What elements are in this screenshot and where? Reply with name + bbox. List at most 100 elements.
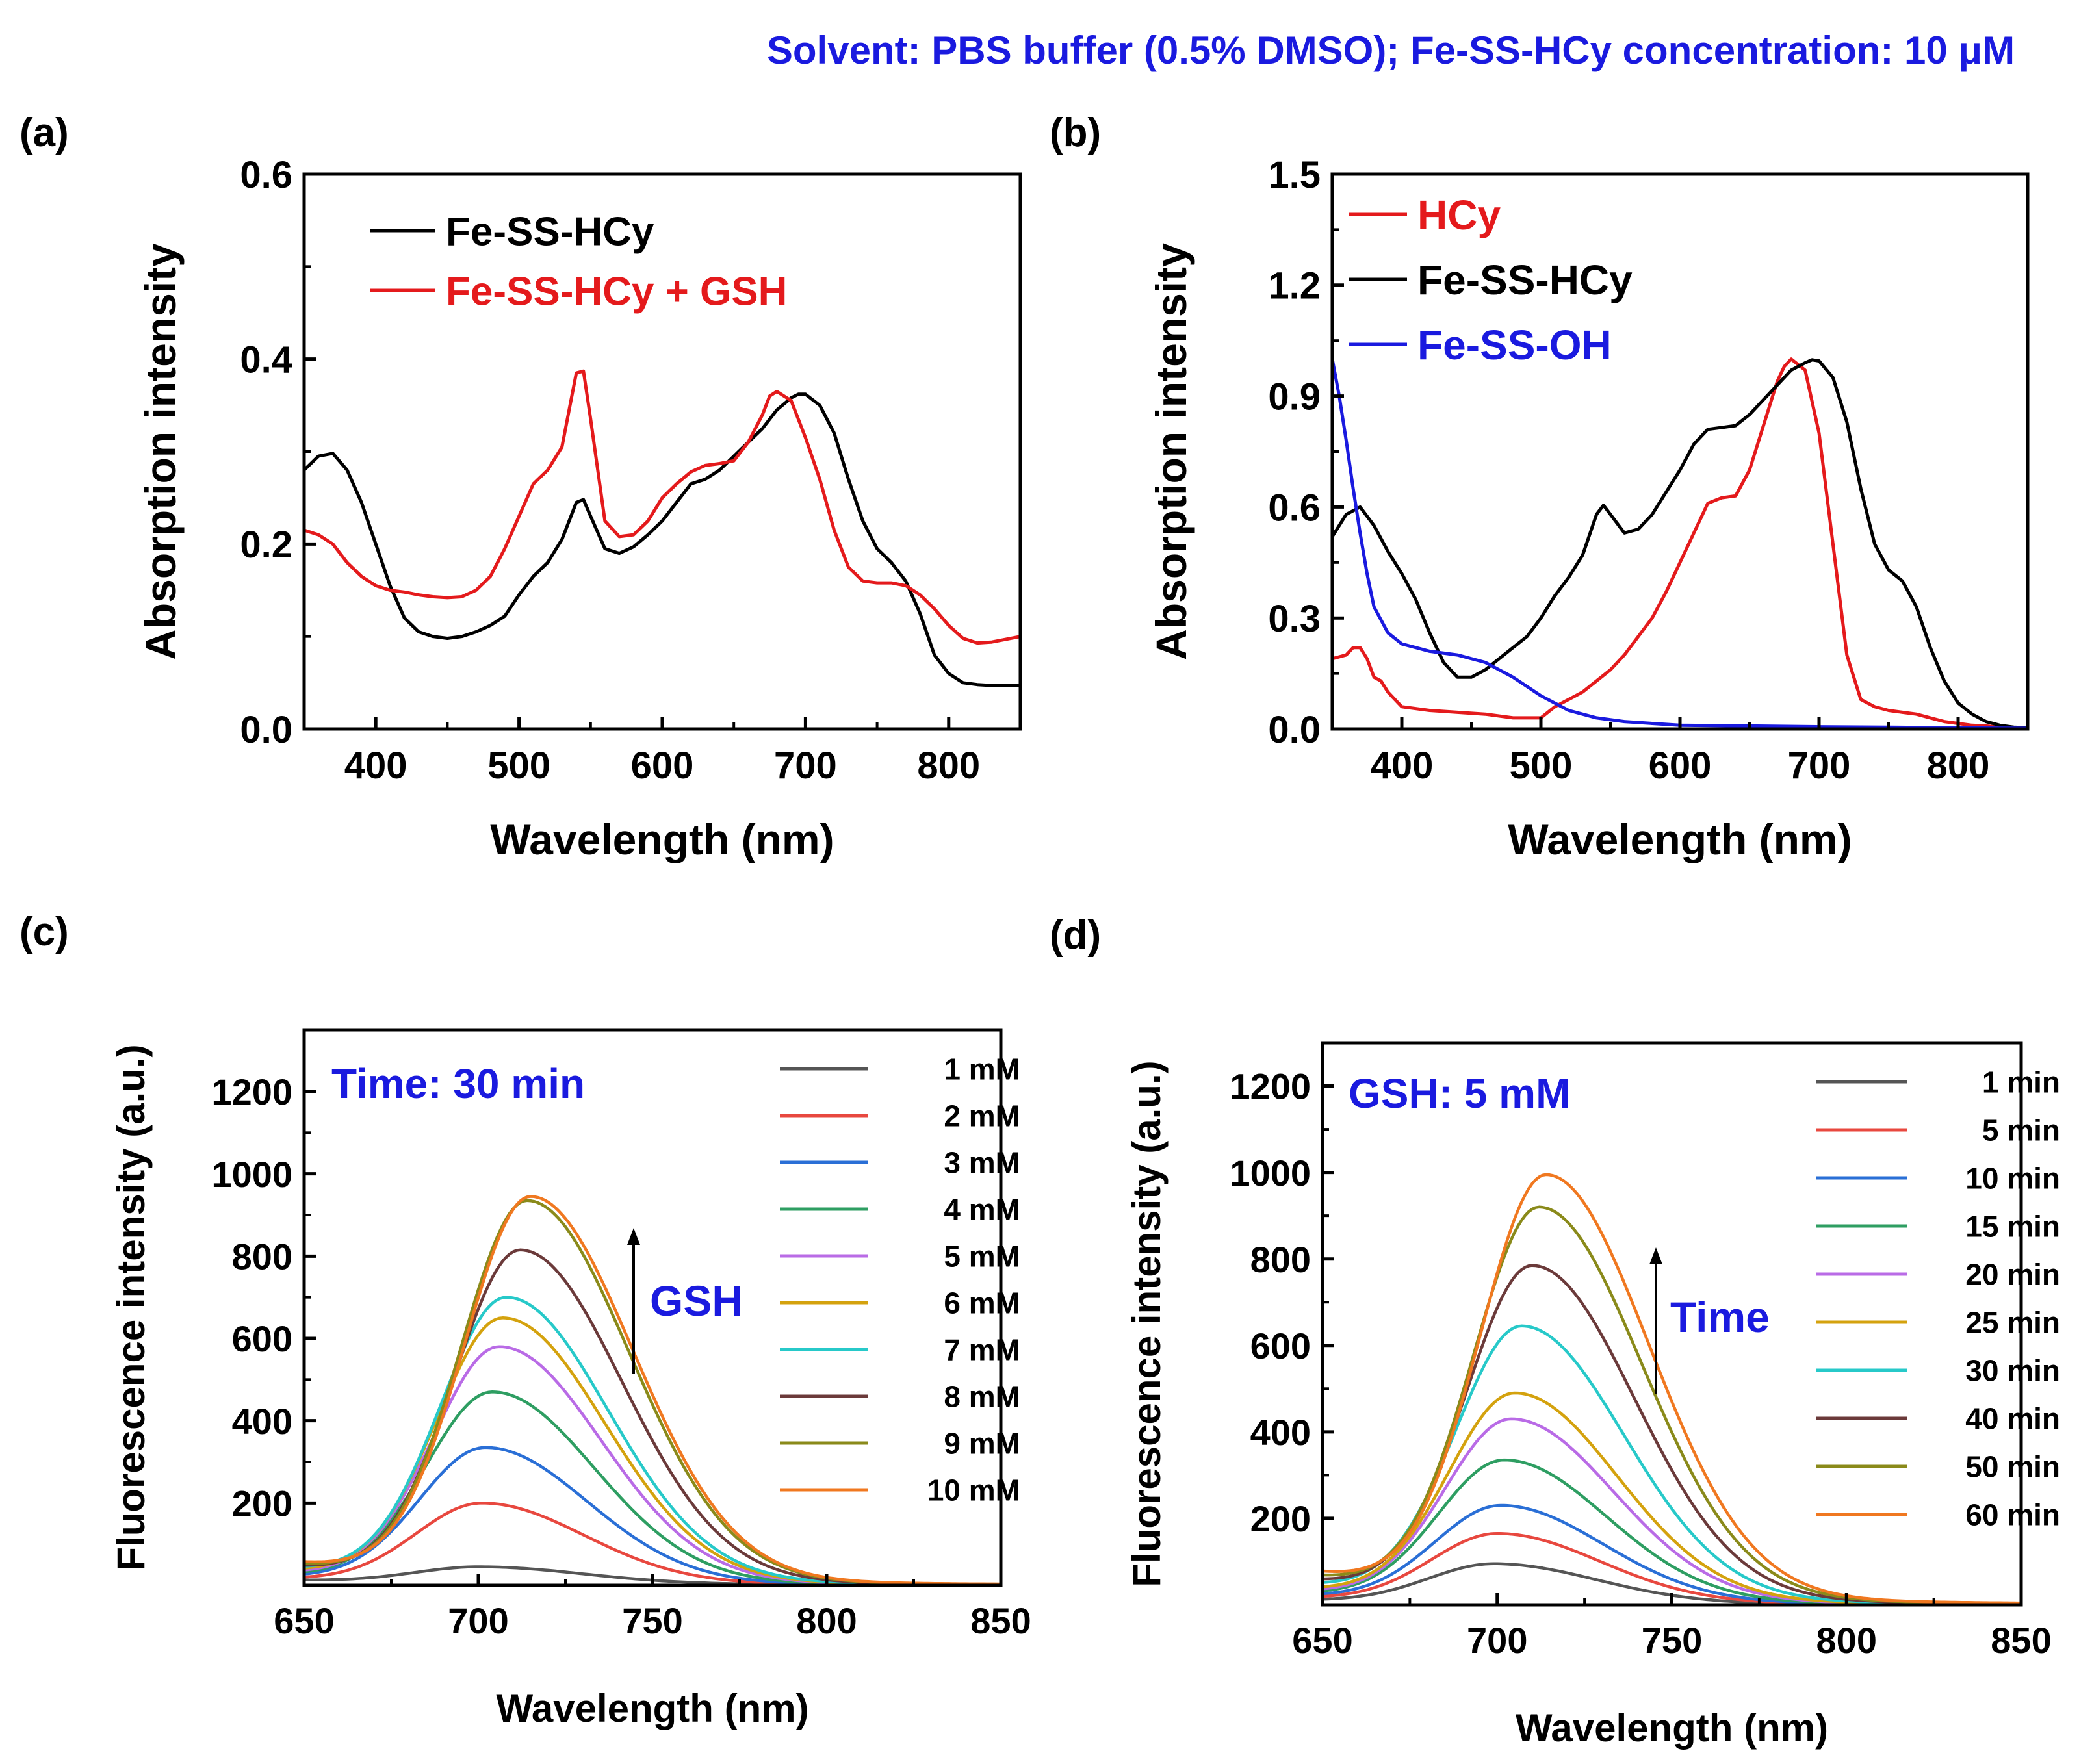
- trend-arrow-label: Time: [1670, 1293, 1770, 1341]
- series-group: [1332, 357, 2028, 729]
- x-tick-label: 800: [1927, 745, 1990, 787]
- series-line-fe-ss-hcy: [1332, 358, 2028, 729]
- trend-arrow-label: GSH: [650, 1277, 743, 1325]
- y-tick-label: 0.9: [1268, 376, 1321, 418]
- y-tick-label: 0.6: [1268, 487, 1321, 529]
- y-axis-label: Fluorescence intensity (a.u.): [1125, 1060, 1169, 1587]
- x-tick-label: 700: [1788, 745, 1851, 787]
- y-tick-label: 200: [1250, 1498, 1311, 1539]
- legend-label: 1 min: [1982, 1066, 2060, 1099]
- x-tick-label: 400: [344, 745, 407, 787]
- legend-label: 60 min: [1965, 1498, 2060, 1532]
- x-tick-label: 700: [774, 745, 837, 787]
- chart-panel-c: 650 700 750 800 850 200 400 600 800 1000 1200 Wavel…: [109, 1028, 1031, 1730]
- trend-arrow-head: [627, 1228, 640, 1245]
- x-tick-label: 850: [970, 1600, 1031, 1641]
- series-line-fe-ss-hcy-gsh: [304, 369, 1020, 645]
- legend-label: 7 mM: [944, 1333, 1020, 1367]
- y-tick-label: 0.4: [240, 339, 292, 381]
- legend-label: 30 min: [1965, 1354, 2060, 1388]
- x-tick-label: 700: [1467, 1620, 1527, 1661]
- legend-label: 8 mM: [944, 1380, 1020, 1414]
- legend-label: HCy: [1417, 192, 1501, 238]
- chart-panel-b: 400 500 600 700 800 0.0 0.3 0.6 0.9 1.2 1.5 Wavelen…: [1147, 154, 2030, 863]
- y-tick-label: 400: [1250, 1412, 1311, 1453]
- legend-label: 9 mM: [944, 1427, 1020, 1461]
- series-group: [1323, 1173, 2021, 1605]
- legend-label: 6 mM: [944, 1286, 1020, 1320]
- y-tick-label: 1000: [1230, 1153, 1311, 1194]
- y-tick-label: 600: [232, 1318, 292, 1359]
- x-tick-label: 800: [1816, 1620, 1877, 1661]
- y-axis-label: Fluorescence intensity (a.u.): [109, 1044, 153, 1570]
- legend-label: 50 min: [1965, 1450, 2060, 1484]
- legend-label: 20 min: [1965, 1258, 2060, 1292]
- x-tick-label: 800: [796, 1600, 857, 1641]
- x-tick-label: 600: [1649, 745, 1712, 787]
- y-tick-label: 600: [1250, 1325, 1311, 1366]
- figure-header: Solvent: PBS buffer (0.5% DMSO); Fe-SS-H…: [767, 29, 2015, 72]
- x-tick-label: 650: [1292, 1620, 1352, 1661]
- legend-label: 15 min: [1965, 1210, 2060, 1244]
- y-tick-label: 0.3: [1268, 598, 1321, 640]
- x-axis-label: Wavelength (nm): [1508, 815, 1852, 863]
- legend-label: 2 mM: [944, 1099, 1020, 1133]
- x-tick-label: 700: [448, 1600, 508, 1641]
- series-line-15-min: [1323, 1458, 2021, 1605]
- series-line-fe-ss-oh: [1332, 359, 2028, 729]
- legend-label: 40 min: [1965, 1402, 2060, 1436]
- x-tick-label: 650: [274, 1600, 334, 1641]
- legend-label: 5 min: [1982, 1114, 2060, 1147]
- series-line-60-min: [1323, 1173, 2021, 1605]
- condition-annotation: GSH: 5 mM: [1349, 1070, 1570, 1117]
- x-tick-label: 500: [1510, 745, 1573, 787]
- x-tick-label: 750: [1642, 1620, 1702, 1661]
- x-tick-label: 750: [622, 1600, 682, 1641]
- y-tick-label: 1200: [211, 1071, 292, 1112]
- trend-arrow-head: [1649, 1247, 1662, 1264]
- x-axis-label: Wavelength (nm): [1516, 1706, 1828, 1750]
- x-tick-label: 600: [631, 745, 694, 787]
- y-tick-label: 1000: [211, 1154, 292, 1195]
- y-tick-label: 0.2: [240, 524, 292, 566]
- x-tick-label: 500: [487, 745, 550, 787]
- legend-label: 1 mM: [944, 1053, 1020, 1086]
- legend-label: 4 mM: [944, 1193, 1020, 1227]
- plot-frame: [302, 172, 1022, 731]
- legend-label: Fe-SS-OH: [1417, 322, 1612, 368]
- x-tick-label: 850: [1991, 1620, 2051, 1661]
- series-line-6-mm: [304, 1316, 1001, 1585]
- y-tick-label: 400: [232, 1401, 292, 1442]
- series-line-fe-ss-hcy: [304, 392, 1020, 687]
- legend-label: Fe-SS-HCy: [446, 209, 654, 254]
- panel-label-c: (c): [19, 910, 69, 954]
- panel-label-a: (a): [19, 110, 69, 155]
- legend-label: Fe-SS-HCy: [1417, 257, 1633, 303]
- panel-label-d: (d): [1050, 913, 1101, 958]
- legend-label: 3 mM: [944, 1146, 1020, 1180]
- series-line-hcy: [1332, 357, 2028, 729]
- chart-panel-d: 650 700 750 800 850 200 400 600 800 1000 1200 Wavel…: [1125, 1041, 2060, 1750]
- y-tick-label: 0.0: [240, 709, 292, 751]
- series-group: [304, 369, 1020, 687]
- y-tick-label: 0.6: [240, 154, 292, 196]
- condition-annotation: Time: 30 min: [331, 1060, 585, 1107]
- x-axis-label: Wavelength (nm): [490, 815, 834, 863]
- x-axis-label: Wavelength (nm): [496, 1687, 808, 1730]
- series-group: [304, 1195, 1001, 1585]
- panel-label-b: (b): [1050, 110, 1101, 155]
- legend-label: 5 mM: [944, 1240, 1020, 1273]
- legend-label: 10 mM: [927, 1474, 1020, 1507]
- series-line-10-mm: [304, 1195, 1001, 1585]
- y-tick-label: 800: [1250, 1239, 1311, 1280]
- y-tick-label: 1200: [1230, 1066, 1311, 1107]
- y-tick-label: 800: [232, 1236, 292, 1277]
- y-tick-label: 1.2: [1268, 265, 1321, 307]
- series-line-10-min: [1323, 1503, 2021, 1605]
- y-axis-label: Absorption intensity: [136, 243, 185, 660]
- y-tick-label: 0.0: [1268, 709, 1321, 751]
- chart-panel-a: 400 500 600 700 800 0.0 0.2 0.4 0.6 Wavelength (n…: [136, 154, 1022, 863]
- y-axis-label: Absorption intensity: [1147, 243, 1195, 660]
- x-tick-label: 800: [917, 745, 980, 787]
